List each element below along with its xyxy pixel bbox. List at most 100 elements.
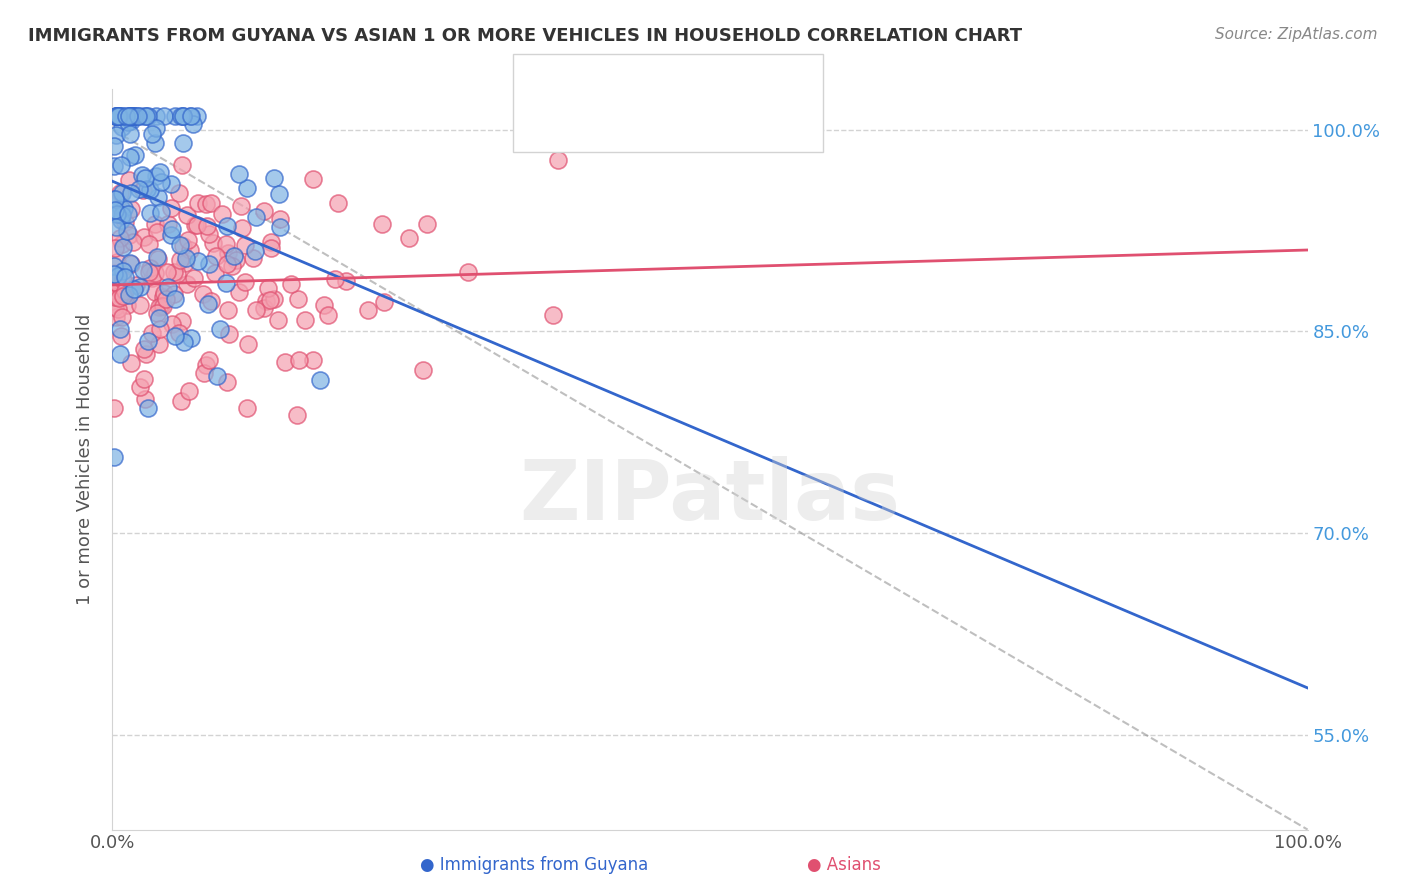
Point	[104, 241, 127, 255]
Point	[254, 293, 277, 308]
Point	[225, 253, 247, 268]
Point	[118, 256, 141, 270]
Point	[120, 109, 142, 123]
Point	[141, 127, 163, 141]
Point	[253, 204, 276, 219]
Point	[228, 167, 250, 181]
Point	[547, 153, 569, 168]
Point	[143, 217, 166, 231]
Point	[160, 222, 183, 236]
Point	[112, 201, 135, 215]
Point	[114, 269, 136, 284]
Point	[138, 236, 160, 251]
Point	[187, 195, 209, 210]
Point	[143, 285, 166, 299]
Point	[174, 256, 197, 270]
Point	[170, 109, 193, 123]
Point	[235, 275, 257, 289]
Point	[132, 230, 155, 244]
Point	[280, 277, 302, 291]
Point	[170, 393, 193, 408]
Point	[120, 202, 142, 216]
Point	[131, 183, 153, 197]
Text: N =: N =	[699, 115, 738, 133]
Point	[294, 313, 316, 327]
Point	[211, 207, 233, 221]
Point	[103, 259, 125, 273]
Point	[183, 271, 205, 285]
Point	[110, 201, 132, 215]
Point	[177, 234, 200, 248]
Point	[236, 401, 259, 415]
Point	[114, 215, 136, 229]
Point	[125, 278, 148, 293]
Point	[139, 260, 162, 275]
Point	[152, 299, 174, 313]
Point	[134, 171, 156, 186]
Point	[108, 347, 131, 361]
Point	[136, 334, 159, 349]
Point	[105, 284, 128, 298]
Point	[172, 109, 194, 123]
Point	[371, 217, 394, 231]
Point	[104, 192, 127, 206]
Point	[172, 239, 194, 253]
Point	[287, 408, 309, 422]
Point	[357, 302, 380, 317]
Point	[108, 291, 131, 305]
Point	[128, 298, 150, 312]
Point	[149, 321, 172, 335]
Point	[128, 182, 150, 196]
Point	[263, 292, 285, 306]
Point	[176, 207, 198, 221]
Point	[150, 175, 173, 189]
Point	[117, 115, 139, 129]
Point	[201, 236, 224, 251]
Text: N =: N =	[699, 71, 738, 89]
Point	[235, 180, 257, 194]
Point	[200, 294, 222, 309]
Point	[129, 380, 152, 394]
Point	[120, 356, 142, 370]
Point	[103, 401, 125, 415]
Point	[318, 308, 340, 322]
Point	[193, 366, 215, 380]
Point	[163, 292, 186, 306]
Point	[132, 263, 155, 277]
FancyBboxPatch shape	[523, 63, 560, 98]
Point	[224, 249, 246, 263]
Point	[263, 171, 285, 186]
Point	[120, 186, 142, 201]
Point	[153, 285, 176, 300]
Point	[221, 259, 243, 273]
Point	[287, 292, 309, 306]
Point	[107, 109, 129, 123]
Point	[172, 109, 194, 123]
Point	[131, 169, 153, 183]
Point	[104, 275, 127, 289]
Point	[107, 109, 129, 123]
Point	[128, 279, 150, 293]
Point	[162, 317, 184, 331]
Point	[373, 295, 395, 310]
Point	[103, 159, 125, 173]
Point	[152, 290, 174, 304]
Point	[187, 253, 209, 268]
Point	[135, 109, 157, 123]
Point	[103, 266, 125, 280]
Point	[243, 244, 266, 258]
Point	[125, 109, 148, 123]
Point	[217, 302, 239, 317]
Point	[173, 334, 195, 349]
Point	[105, 109, 128, 123]
Point	[269, 187, 291, 202]
Point	[110, 329, 132, 343]
Point	[105, 268, 128, 283]
Point	[111, 120, 134, 134]
Point	[181, 117, 204, 131]
Point	[153, 109, 176, 123]
Point	[122, 109, 145, 123]
Point	[118, 109, 141, 123]
Point	[124, 282, 146, 296]
Point	[149, 205, 172, 219]
